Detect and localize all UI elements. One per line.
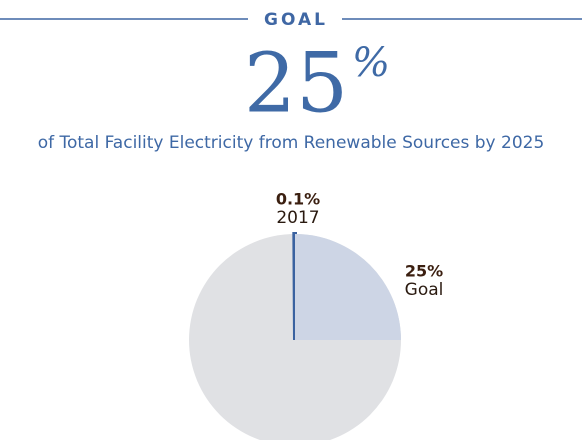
value-label: 0.1% <box>276 190 320 209</box>
value-label: 25% <box>405 262 443 281</box>
pie-slice <box>292 231 297 341</box>
headline-unit: % <box>352 40 390 86</box>
title: of Total Facility Electricity from Renew… <box>38 133 545 153</box>
slice-label: Goal <box>405 280 444 300</box>
kicker: GOAL <box>264 10 328 30</box>
slice-label: 2017 <box>276 208 319 228</box>
pie-slice <box>295 234 401 340</box>
headline: 25 <box>244 37 348 132</box>
